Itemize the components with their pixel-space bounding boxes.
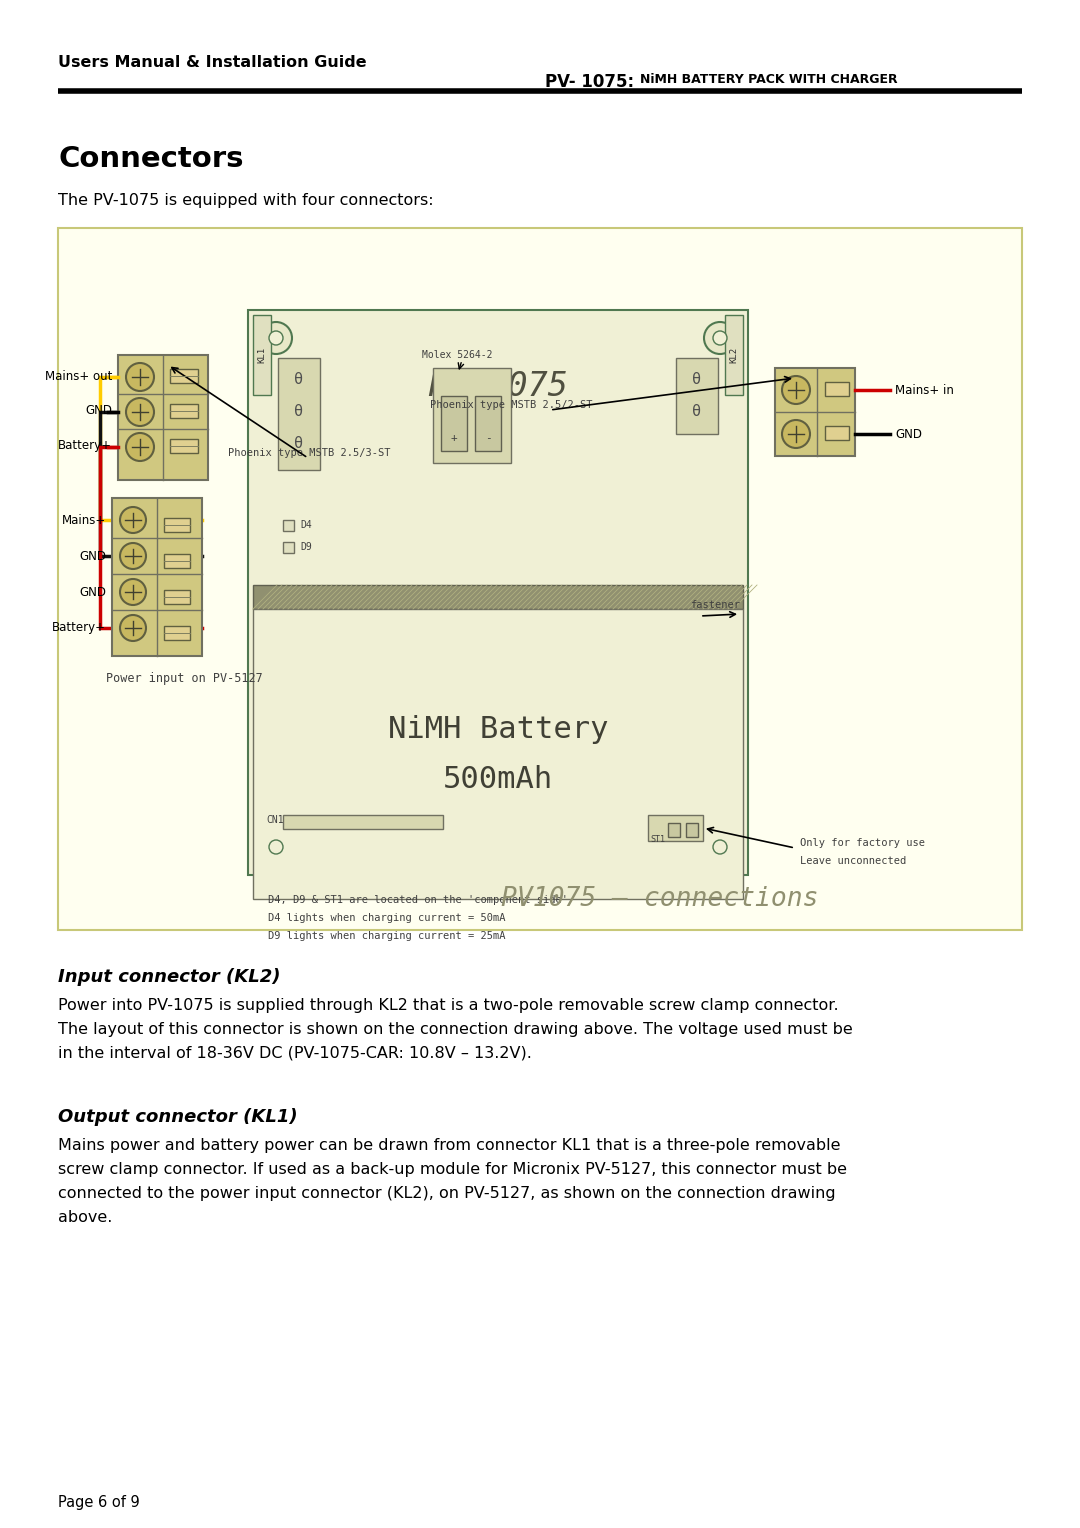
- Text: Mains+ out: Mains+ out: [44, 370, 112, 382]
- Bar: [676, 358, 718, 434]
- Bar: [441, 396, 467, 451]
- Bar: [248, 310, 748, 876]
- Bar: [170, 439, 198, 452]
- Text: Users Manual & Installation Guide: Users Manual & Installation Guide: [58, 55, 366, 70]
- Text: PV-1075: PV-1075: [428, 370, 568, 403]
- Text: +: +: [450, 432, 457, 443]
- Text: KL2: KL2: [729, 347, 739, 364]
- Bar: [58, 228, 1022, 931]
- Circle shape: [120, 507, 146, 533]
- Text: -: -: [485, 432, 491, 443]
- Bar: [170, 403, 198, 419]
- Circle shape: [120, 614, 146, 642]
- Bar: [283, 814, 443, 830]
- Bar: [164, 518, 190, 532]
- Text: Power input on PV-5127: Power input on PV-5127: [106, 672, 262, 685]
- Bar: [170, 368, 198, 384]
- Circle shape: [704, 831, 735, 863]
- Circle shape: [782, 376, 810, 403]
- Text: NiMH BATTERY PACK WITH CHARGER: NiMH BATTERY PACK WITH CHARGER: [640, 73, 897, 86]
- Text: Page 6 of 9: Page 6 of 9: [58, 1494, 139, 1510]
- Text: The layout of this connector is shown on the connection drawing above. The volta: The layout of this connector is shown on…: [58, 1022, 853, 1038]
- Text: KL1: KL1: [257, 347, 267, 364]
- Text: screw clamp connector. If used as a back-up module for Micronix PV-5127, this co: screw clamp connector. If used as a back…: [58, 1161, 847, 1177]
- Bar: [283, 542, 294, 553]
- Bar: [164, 626, 190, 640]
- Text: Leave unconnected: Leave unconnected: [800, 856, 906, 866]
- Text: θ: θ: [692, 405, 702, 420]
- Text: fastener: fastener: [690, 601, 740, 610]
- Text: GND: GND: [79, 585, 106, 599]
- Text: GND: GND: [85, 405, 112, 417]
- Bar: [648, 814, 703, 840]
- Text: The PV-1075 is equipped with four connectors:: The PV-1075 is equipped with four connec…: [58, 193, 434, 208]
- Bar: [112, 498, 202, 656]
- Circle shape: [713, 332, 727, 345]
- Text: CN1: CN1: [266, 814, 284, 825]
- Text: ST1: ST1: [650, 834, 665, 843]
- Bar: [775, 368, 855, 455]
- Circle shape: [260, 322, 292, 354]
- Bar: [253, 315, 271, 396]
- Circle shape: [120, 579, 146, 605]
- Circle shape: [782, 420, 810, 448]
- Text: above.: above.: [58, 1210, 112, 1225]
- Text: θ: θ: [692, 373, 702, 388]
- Bar: [253, 585, 743, 610]
- Text: D4, D9 & ST1 are located on the 'component side': D4, D9 & ST1 are located on the 'compone…: [268, 895, 568, 905]
- Text: GND: GND: [79, 550, 106, 562]
- Bar: [686, 824, 698, 837]
- Bar: [825, 426, 849, 440]
- Text: Mains+ in: Mains+ in: [895, 384, 954, 396]
- Circle shape: [704, 322, 735, 354]
- Bar: [118, 354, 208, 480]
- Circle shape: [126, 364, 154, 391]
- Text: Mains power and battery power can be drawn from connector KL1 that is a three-po: Mains power and battery power can be dra…: [58, 1138, 840, 1154]
- Text: Battery+: Battery+: [52, 622, 106, 634]
- Text: in the interval of 18-36V DC (PV-1075-CAR: 10.8V – 13.2V).: in the interval of 18-36V DC (PV-1075-CA…: [58, 1047, 531, 1060]
- Bar: [283, 520, 294, 532]
- Circle shape: [269, 840, 283, 854]
- Text: D4: D4: [300, 520, 312, 530]
- Text: Molex 5264-2: Molex 5264-2: [422, 350, 492, 361]
- Text: θ: θ: [295, 437, 303, 451]
- Bar: [669, 824, 680, 837]
- Bar: [725, 315, 743, 396]
- Bar: [253, 610, 743, 898]
- Text: θ: θ: [295, 373, 303, 388]
- Text: Connectors: Connectors: [58, 145, 243, 173]
- Bar: [164, 555, 190, 568]
- Bar: [825, 382, 849, 396]
- Text: 500mAh: 500mAh: [443, 764, 553, 793]
- Bar: [475, 396, 501, 451]
- Circle shape: [269, 332, 283, 345]
- Text: Power into PV-1075 is supplied through KL2 that is a two-pole removable screw cl: Power into PV-1075 is supplied through K…: [58, 998, 839, 1013]
- Text: θ: θ: [295, 405, 303, 420]
- Text: D4 lights when charging current = 50mA: D4 lights when charging current = 50mA: [268, 914, 505, 923]
- Text: Input connector (KL2): Input connector (KL2): [58, 969, 281, 986]
- Text: connected to the power input connector (KL2), on PV-5127, as shown on the connec: connected to the power input connector (…: [58, 1186, 836, 1201]
- Text: NiMH Battery: NiMH Battery: [388, 715, 608, 744]
- Text: GND: GND: [895, 428, 922, 440]
- Circle shape: [260, 831, 292, 863]
- Text: Mains+: Mains+: [62, 513, 106, 527]
- Text: PV1075 – connections: PV1075 – connections: [501, 886, 819, 912]
- Text: Phoenix type MSTB 2.5/2-ST: Phoenix type MSTB 2.5/2-ST: [430, 400, 593, 410]
- Circle shape: [713, 840, 727, 854]
- Bar: [278, 358, 320, 471]
- Text: Phoenix type MSTB 2.5/3-ST: Phoenix type MSTB 2.5/3-ST: [228, 448, 391, 458]
- Bar: [164, 590, 190, 604]
- Text: Only for factory use: Only for factory use: [800, 837, 924, 848]
- Circle shape: [126, 432, 154, 461]
- Text: PV- 1075:: PV- 1075:: [545, 73, 634, 92]
- Text: D9: D9: [300, 542, 312, 552]
- Text: D9 lights when charging current = 25mA: D9 lights when charging current = 25mA: [268, 931, 505, 941]
- Text: Output connector (KL1): Output connector (KL1): [58, 1108, 298, 1126]
- Bar: [433, 368, 511, 463]
- Circle shape: [120, 542, 146, 568]
- Circle shape: [126, 397, 154, 426]
- Text: Battery+: Battery+: [58, 440, 112, 452]
